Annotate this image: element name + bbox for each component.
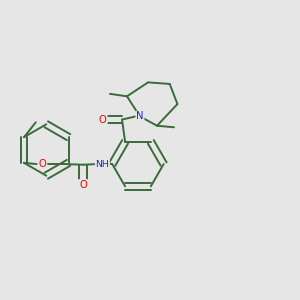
Text: N: N bbox=[136, 111, 144, 122]
Text: O: O bbox=[99, 115, 107, 124]
Text: O: O bbox=[38, 159, 46, 169]
Text: NH: NH bbox=[95, 160, 109, 169]
Text: O: O bbox=[79, 180, 87, 190]
